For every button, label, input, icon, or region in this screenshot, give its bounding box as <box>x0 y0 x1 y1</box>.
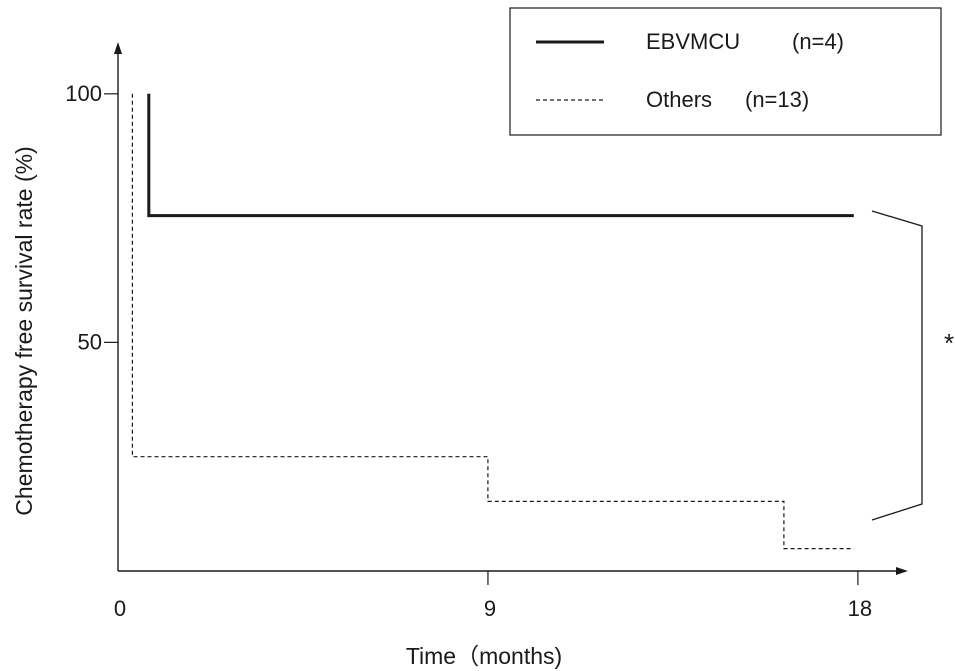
legend-n-ebvmcu: (n=4) <box>792 29 844 54</box>
y-axis-label: Chemotherapy free survival rate (%) <box>11 146 37 515</box>
y-tick-label: 50 <box>78 329 102 354</box>
legend-n-others: (n=13) <box>745 87 809 112</box>
x-tick-label: 0 <box>114 596 126 621</box>
ticks: 100 50 0 9 18 <box>65 81 872 621</box>
x-tick-label: 18 <box>848 596 872 621</box>
y-axis-arrow <box>114 42 122 54</box>
series-line-others <box>132 94 853 549</box>
legend-box <box>510 8 941 135</box>
significance-bracket: * <box>872 211 954 520</box>
x-axis-arrow <box>896 567 908 575</box>
legend-label-others: Others <box>646 87 712 112</box>
bracket-line <box>872 211 922 520</box>
x-axis-label: Time（months) <box>406 643 562 669</box>
legend-label-ebvmcu: EBVMCU <box>646 29 740 54</box>
legend: EBVMCU (n=4) Others (n=13) <box>510 8 941 135</box>
significance-asterisk: * <box>944 328 954 358</box>
x-tick-label: 9 <box>484 596 496 621</box>
series-group <box>132 94 853 549</box>
y-tick-label: 100 <box>65 81 102 106</box>
